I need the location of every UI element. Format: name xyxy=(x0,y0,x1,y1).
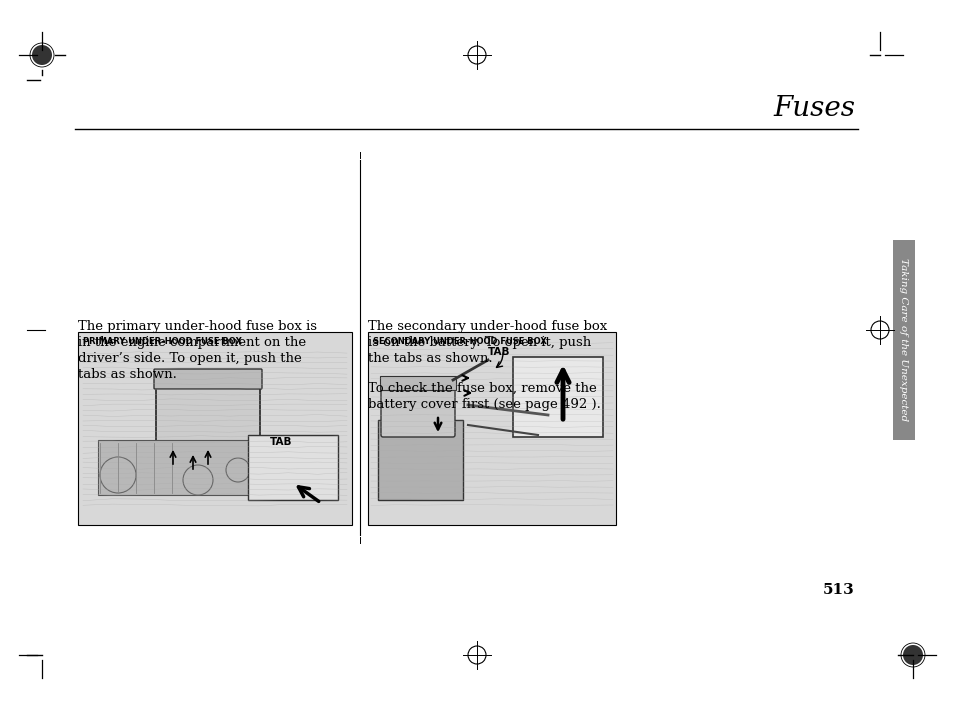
Text: in the engine compartment on the: in the engine compartment on the xyxy=(78,336,306,349)
Bar xyxy=(368,332,616,525)
Text: tabs as shown.: tabs as shown. xyxy=(78,368,176,381)
Text: SECONDARY UNDER-HOOD FUSE BOX: SECONDARY UNDER-HOOD FUSE BOX xyxy=(373,337,546,346)
FancyBboxPatch shape xyxy=(156,378,260,447)
Circle shape xyxy=(902,645,923,665)
Text: battery cover first (see page 492 ).: battery cover first (see page 492 ). xyxy=(368,398,600,411)
Text: The primary under-hood fuse box is: The primary under-hood fuse box is xyxy=(78,320,316,333)
Text: is on the battery. To open it, push: is on the battery. To open it, push xyxy=(368,336,591,349)
Text: TAB: TAB xyxy=(270,437,293,447)
Bar xyxy=(513,357,602,437)
Text: PRIMARY UNDER-HOOD FUSE BOX: PRIMARY UNDER-HOOD FUSE BOX xyxy=(83,337,242,346)
Text: 513: 513 xyxy=(822,583,854,597)
Bar xyxy=(78,332,352,525)
Text: TAB: TAB xyxy=(488,347,510,357)
Bar xyxy=(98,440,322,495)
Text: To check the fuse box, remove the: To check the fuse box, remove the xyxy=(368,382,597,395)
FancyBboxPatch shape xyxy=(380,383,455,437)
Text: The secondary under-hood fuse box: The secondary under-hood fuse box xyxy=(368,320,607,333)
Text: driver’s side. To open it, push the: driver’s side. To open it, push the xyxy=(78,352,301,365)
FancyBboxPatch shape xyxy=(153,369,262,389)
Bar xyxy=(377,420,462,500)
Bar xyxy=(892,240,914,440)
Bar xyxy=(379,376,456,390)
Text: Fuses: Fuses xyxy=(772,95,854,122)
Text: the tabs as shown.: the tabs as shown. xyxy=(368,352,492,365)
Circle shape xyxy=(32,45,52,65)
Text: Taking Care of the Unexpected: Taking Care of the Unexpected xyxy=(899,258,907,422)
Bar xyxy=(248,435,337,500)
